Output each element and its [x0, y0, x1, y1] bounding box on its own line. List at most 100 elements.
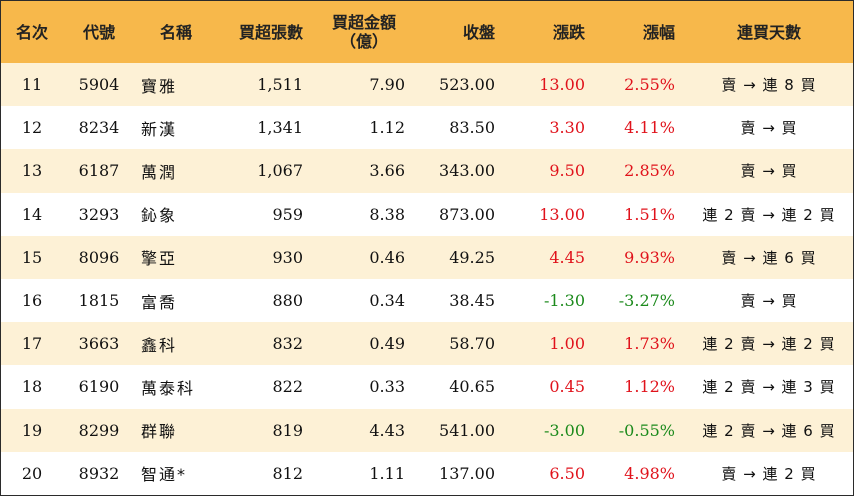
name-cell: 萬泰科	[141, 378, 196, 398]
rank-cell: 11	[21, 75, 43, 95]
amount-cell: 1.12	[369, 118, 405, 138]
table-row: 13 6187 萬潤 1,067 3.66 343.00 9.50 2.85% …	[1, 149, 853, 193]
amount-cell: 4.43	[369, 420, 405, 440]
change-pct-cell: 1.12%	[624, 377, 675, 397]
close-cell: 49.25	[449, 247, 495, 267]
streak-cell: 連 2 賣 → 連 2 買	[702, 335, 836, 354]
lots-cell: 930	[272, 247, 303, 267]
streak-cell: 連 2 賣 → 連 6 買	[702, 421, 836, 440]
code-cell: 3663	[78, 334, 120, 354]
code-cell: 8234	[78, 118, 120, 138]
close-cell: 83.50	[449, 118, 495, 138]
change-cell: 6.50	[549, 463, 585, 483]
close-cell: 873.00	[439, 204, 495, 224]
lots-cell: 1,067	[257, 161, 303, 181]
streak-cell: 連 2 賣 → 連 2 買	[702, 205, 836, 224]
table-row: 19 8299 群聯 819 4.43 541.00 -3.00 -0.55% …	[1, 408, 853, 452]
amount-cell: 3.66	[369, 161, 405, 181]
name-cell: 萬潤	[141, 162, 178, 182]
rank-cell: 17	[21, 334, 43, 354]
header-change-pct: 漲幅	[642, 22, 675, 42]
code-cell: 6190	[78, 377, 120, 397]
streak-cell: 賣 → 連 6 買	[721, 248, 817, 267]
code-cell: 6187	[78, 161, 120, 181]
change-pct-cell: 2.55%	[624, 75, 675, 95]
change-cell: 13.00	[539, 204, 585, 224]
code-cell: 8932	[78, 463, 120, 483]
close-cell: 38.45	[449, 291, 495, 311]
streak-cell: 賣 → 連 8 買	[721, 76, 817, 95]
amount-cell: 0.33	[369, 377, 405, 397]
lots-cell: 880	[272, 291, 303, 311]
change-pct-cell: 2.85%	[624, 161, 675, 181]
header-change: 漲跌	[552, 22, 585, 42]
name-cell: 鑫科	[141, 335, 178, 355]
header-rank: 名次	[15, 22, 48, 42]
code-cell: 5904	[78, 75, 120, 95]
name-cell: 寶雅	[141, 76, 178, 96]
header-net-buy-amount-line2: （億）	[339, 32, 388, 51]
lots-cell: 812	[272, 463, 303, 483]
lots-cell: 819	[272, 420, 303, 440]
close-cell: 137.00	[439, 463, 495, 483]
streak-cell: 賣 → 買	[740, 119, 798, 138]
change-cell: 3.30	[549, 118, 585, 138]
change-cell: -1.30	[543, 291, 585, 311]
header-net-buy-lots: 買超張數	[238, 22, 303, 42]
lots-cell: 822	[272, 377, 303, 397]
header-net-buy-amount: 買超金額 （億）	[313, 1, 415, 63]
change-pct-cell: 9.93%	[624, 247, 675, 267]
streak-cell: 連 2 賣 → 連 3 買	[702, 378, 836, 397]
change-pct-cell: 4.11%	[624, 118, 675, 138]
change-pct-cell: 4.98%	[624, 463, 675, 483]
change-cell: 4.45	[549, 247, 585, 267]
header-net-buy-amount-line1: 買超金額	[331, 13, 396, 32]
change-cell: -3.00	[543, 420, 585, 440]
table-row: 18 6190 萬泰科 822 0.33 40.65 0.45 1.12% 連 …	[1, 365, 853, 409]
code-cell: 8299	[78, 420, 120, 440]
code-cell: 1815	[78, 291, 120, 311]
change-pct-cell: -3.27%	[618, 291, 675, 311]
amount-cell: 0.46	[369, 247, 405, 267]
header-name: 名稱	[159, 22, 192, 42]
lots-cell: 1,341	[257, 118, 303, 138]
change-pct-cell: 1.73%	[624, 334, 675, 354]
close-cell: 523.00	[439, 75, 495, 95]
table-row: 15 8096 擎亞 930 0.46 49.25 4.45 9.93% 賣 →…	[1, 235, 853, 279]
change-cell: 13.00	[539, 75, 585, 95]
streak-cell: 賣 → 連 2 買	[721, 464, 817, 483]
code-cell: 8096	[78, 247, 120, 267]
streak-cell: 賣 → 買	[740, 292, 798, 311]
close-cell: 58.70	[449, 334, 495, 354]
amount-cell: 8.38	[369, 204, 405, 224]
amount-cell: 7.90	[369, 75, 405, 95]
rank-cell: 13	[21, 161, 43, 181]
table-row: 12 8234 新漢 1,341 1.12 83.50 3.30 4.11% 賣…	[1, 106, 853, 150]
rank-cell: 14	[21, 204, 43, 224]
rank-cell: 12	[21, 118, 43, 138]
lots-cell: 959	[272, 204, 303, 224]
name-cell: 擎亞	[141, 249, 178, 269]
table-body: 11 5904 寶雅 1,511 7.90 523.00 13.00 2.55%…	[1, 63, 853, 495]
table-row: 14 3293 鈊象 959 8.38 873.00 13.00 1.51% 連…	[1, 192, 853, 236]
close-cell: 343.00	[439, 161, 495, 181]
name-cell: 新漢	[141, 119, 178, 139]
change-cell: 9.50	[549, 161, 585, 181]
header-close: 收盤	[462, 22, 495, 42]
change-cell: 0.45	[549, 377, 585, 397]
change-pct-cell: -0.55%	[618, 420, 675, 440]
name-cell: 富喬	[141, 292, 178, 312]
table-row: 11 5904 寶雅 1,511 7.90 523.00 13.00 2.55%…	[1, 63, 853, 107]
close-cell: 541.00	[439, 420, 495, 440]
change-pct-cell: 1.51%	[624, 204, 675, 224]
table-row: 20 8932 智通* 812 1.11 137.00 6.50 4.98% 賣…	[1, 451, 853, 495]
amount-cell: 0.49	[369, 334, 405, 354]
lots-cell: 832	[272, 334, 303, 354]
header-code: 代號	[82, 22, 115, 42]
table-row: 16 1815 富喬 880 0.34 38.45 -1.30 -3.27% 賣…	[1, 278, 853, 323]
header-row: 名次 代號 名稱 買超張數 買超金額 （億） 收盤 漲跌 漲幅 連買天數	[1, 1, 853, 63]
close-cell: 40.65	[449, 377, 495, 397]
name-cell: 鈊象	[141, 206, 178, 226]
